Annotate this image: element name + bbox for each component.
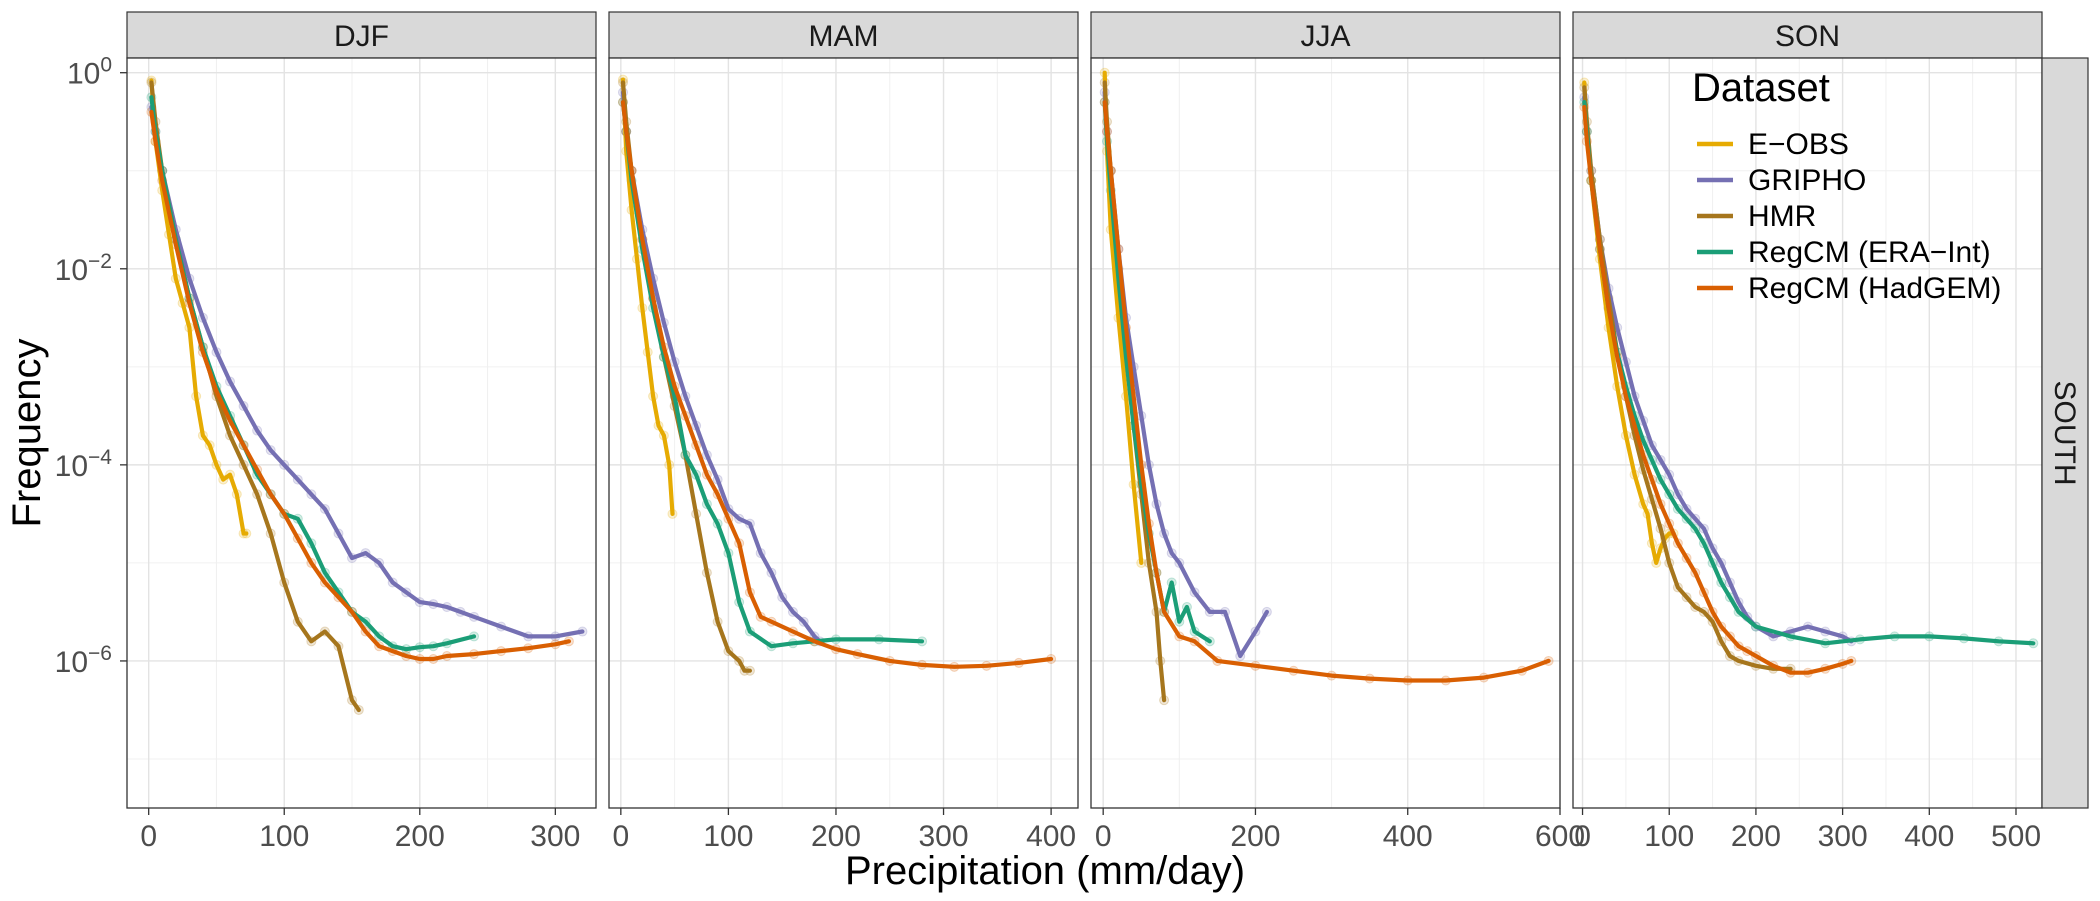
x-tick-label: 300 — [919, 820, 969, 853]
x-tick-label: 0 — [612, 820, 629, 853]
series-lines — [1582, 80, 2036, 675]
y-tick-exponent: −6 — [88, 642, 112, 665]
panel-jja: JJA 0 200 400 600 — [1090, 11, 1585, 853]
panel-mam: MAM 0 100 200 300 400 — [608, 11, 1079, 853]
x-tick-label: 200 — [811, 820, 861, 853]
legend-item: E−OBS — [1697, 128, 1849, 161]
x-tick-label: 300 — [530, 820, 580, 853]
legend-item: RegCM (ERA−Int) — [1697, 236, 1991, 269]
series-line — [620, 90, 822, 644]
strip-son — [1572, 11, 2043, 59]
plot-background — [1573, 58, 2042, 808]
legend-item: RegCM (HadGEM) — [1697, 272, 2001, 305]
x-tick-label: 400 — [1383, 820, 1433, 853]
x-tick-label: 300 — [1818, 820, 1868, 853]
x-tick-label: 100 — [259, 820, 309, 853]
gridlines — [609, 58, 1078, 808]
x-tick-label: 400 — [1904, 820, 1954, 853]
panels-layer: DJF 0 100 200 300 MAM 0 100 200 300 400 JJA 0 200 400 6… — [126, 11, 2043, 853]
legend-label: E−OBS — [1748, 128, 1849, 161]
strip-label: SON — [1775, 20, 1840, 53]
y-tick-exponent: −4 — [88, 446, 112, 469]
legend-label: RegCM (ERA−Int) — [1748, 236, 1991, 269]
y-tick-label: 10−6 — [55, 642, 112, 679]
strip-label: MAM — [809, 20, 879, 53]
legend-label: HMR — [1748, 200, 1816, 233]
x-tick-label: 100 — [1644, 820, 1694, 853]
y-tick-exponent: 0 — [100, 54, 112, 77]
y-tick-label: 100 — [67, 54, 112, 91]
y-tick-base: 10 — [55, 450, 88, 483]
legend-label: GRIPHO — [1748, 164, 1866, 197]
strip-djf — [126, 11, 597, 59]
plot-background — [1091, 58, 1560, 808]
legend-label: RegCM (HadGEM) — [1748, 272, 2001, 305]
series-line — [620, 100, 1054, 669]
y-tick-label: 10−2 — [55, 250, 112, 287]
x-tick-label: 200 — [395, 820, 445, 853]
x-tick-label: 0 — [1095, 820, 1112, 853]
series-lines — [1102, 70, 1551, 703]
x-tick-label: 500 — [1991, 820, 2041, 853]
series-line — [1582, 104, 1854, 675]
gridlines — [127, 58, 596, 808]
series-line — [149, 109, 571, 662]
series-line — [620, 77, 675, 516]
legend-title: Dataset — [1692, 66, 1830, 110]
legend-item: HMR — [1697, 200, 1816, 233]
series-line — [149, 104, 585, 639]
y-tick-exponent: −2 — [88, 250, 112, 273]
series-line — [149, 78, 249, 536]
row-strip-label: SOUTH — [2048, 381, 2081, 486]
x-tick-label: 0 — [1574, 820, 1591, 853]
x-axis-title: Precipitation (mm/day) — [845, 849, 1245, 893]
y-tick-base: 10 — [55, 646, 88, 679]
gridlines — [1573, 58, 2042, 808]
series-lines — [620, 77, 1054, 673]
legend-item: GRIPHO — [1697, 164, 1866, 197]
y-axis-title: Frequency — [5, 339, 49, 528]
x-tick-label: 100 — [703, 820, 753, 853]
x-tick-label: 600 — [1535, 820, 1585, 853]
strip-mam — [608, 11, 1079, 59]
x-tick-label: 200 — [1731, 820, 1781, 853]
panel-son: SON 0 100 200 300 400 500 — [1572, 11, 2043, 853]
x-tick-label: 400 — [1026, 820, 1076, 853]
x-tick-label: 200 — [1230, 820, 1280, 853]
panel-border — [1090, 57, 1561, 809]
panel-border — [608, 57, 1079, 809]
x-tick-label: 0 — [140, 820, 157, 853]
y-tick-label: 10−4 — [55, 446, 113, 483]
panel-djf: DJF 0 100 200 300 — [126, 11, 597, 853]
strip-label: DJF — [334, 20, 389, 53]
row-strip — [2041, 57, 2089, 809]
series-lines — [149, 78, 585, 713]
strip-label: JJA — [1300, 20, 1350, 53]
plot-background — [127, 58, 596, 808]
y-tick-base: 10 — [67, 58, 100, 91]
plot-background — [609, 58, 1078, 808]
series-line — [1102, 100, 1551, 683]
y-tick-base: 10 — [55, 254, 88, 287]
panel-border — [126, 57, 597, 809]
